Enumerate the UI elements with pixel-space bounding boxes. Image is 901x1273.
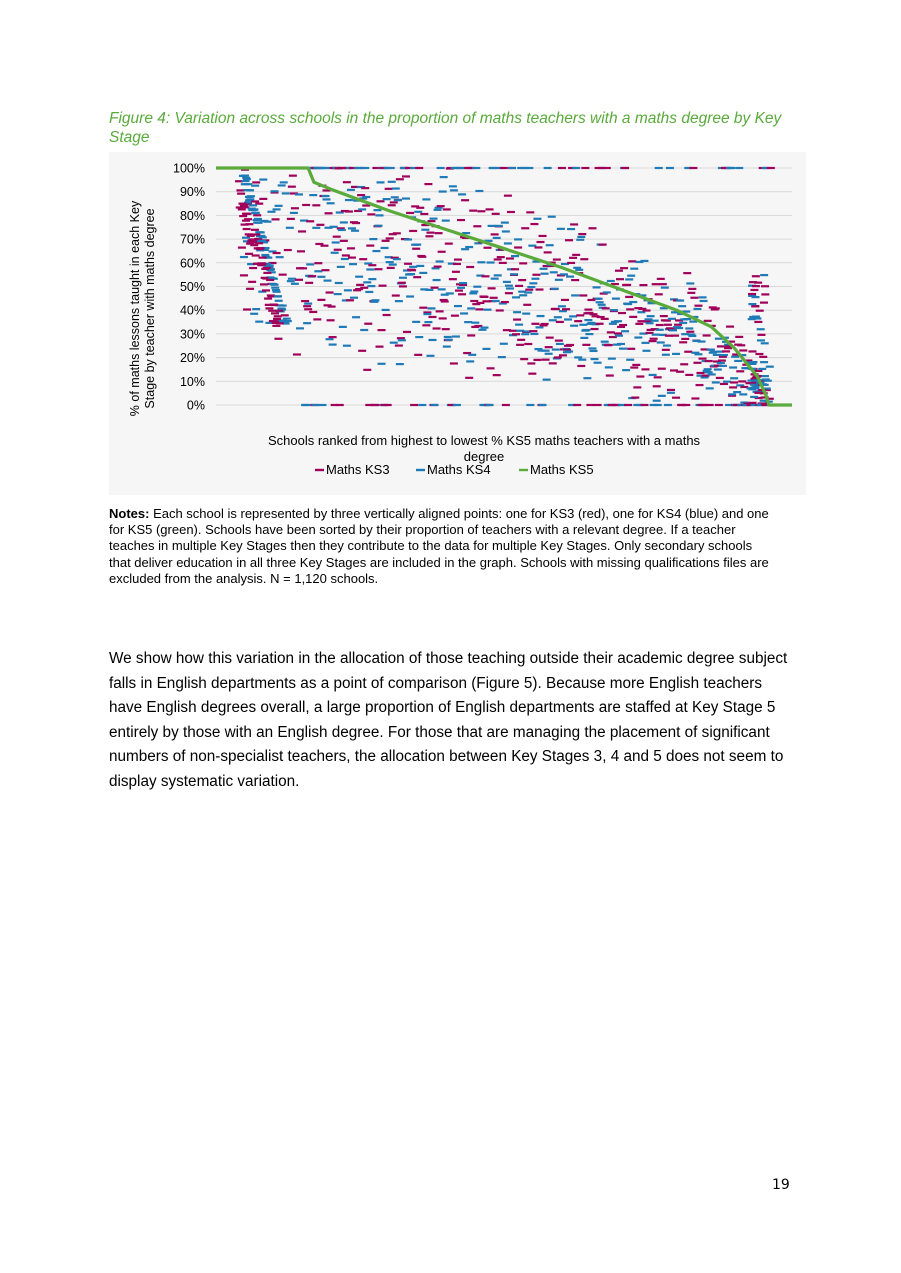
y-axis-label-line1: % of maths lessons taught in each Key (128, 200, 142, 416)
y-tick-label: 70% (180, 233, 205, 247)
figure-notes: Notes: Each school is represented by thr… (109, 506, 769, 587)
figure-title: Figure 4: Variation across schools in th… (109, 110, 782, 146)
legend-label: Maths KS3 (326, 462, 390, 477)
page-number: 19 (772, 1177, 790, 1193)
body-paragraph: We show how this variation in the alloca… (109, 650, 788, 790)
ks5-curve (216, 166, 792, 407)
legend-label: Maths KS5 (530, 462, 594, 477)
y-tick-label: 100% (173, 162, 205, 176)
y-tick-label: 10% (180, 375, 205, 389)
notes-text: Each school is represented by three vert… (109, 506, 769, 586)
y-tick-label: 90% (180, 185, 205, 199)
scatter-chart: 0% 10% 20% 30% 40% 50% 60% 70% 80% 90% 100% % of ma… (109, 152, 806, 495)
legend-label: Maths KS4 (427, 462, 491, 477)
x-axis-label-line2: degree (464, 449, 504, 464)
y-tick-label: 50% (180, 280, 205, 294)
y-tick-label: 0% (187, 399, 205, 413)
y-tick-label: 60% (180, 256, 205, 270)
y-tick-label: 40% (180, 304, 205, 318)
notes-label: Notes: (109, 506, 150, 521)
y-tick-label: 30% (180, 327, 205, 341)
y-axis-label-line2: Stage by teacher with maths degree (143, 208, 157, 408)
y-tick-label: 80% (180, 209, 205, 223)
x-axis-label-line1: Schools ranked from highest to lowest % … (268, 433, 701, 448)
y-tick-label: 20% (180, 351, 205, 365)
